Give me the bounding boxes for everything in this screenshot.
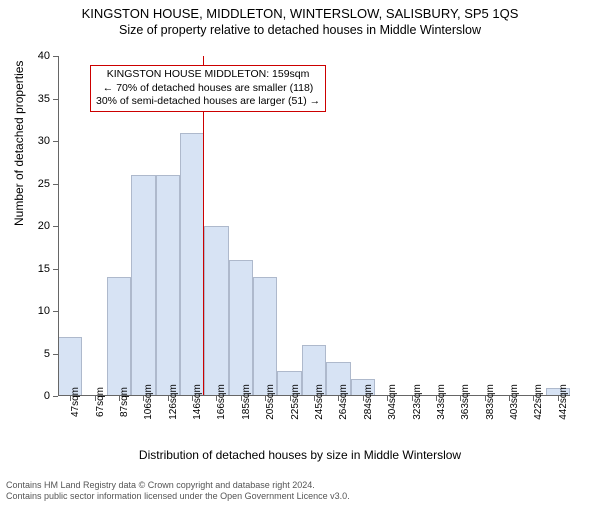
bar bbox=[180, 133, 204, 397]
chart-title-main: KINGSTON HOUSE, MIDDLETON, WINTERSLOW, S… bbox=[0, 6, 600, 21]
annotation-line2: ← 70% of detached houses are smaller (11… bbox=[96, 82, 320, 96]
xtick-label: 205sqm bbox=[265, 384, 276, 420]
xtick-label: 87sqm bbox=[119, 387, 130, 417]
xtick-label: 264sqm bbox=[338, 384, 349, 420]
plot-area: KINGSTON HOUSE MIDDLETON: 159sqm ← 70% o… bbox=[58, 56, 570, 396]
bar bbox=[107, 277, 131, 396]
xtick-label: 422sqm bbox=[533, 384, 544, 420]
footer-attribution: Contains HM Land Registry data © Crown c… bbox=[6, 480, 350, 503]
annotation-line1: KINGSTON HOUSE MIDDLETON: 159sqm bbox=[96, 68, 320, 82]
y-axis-label: Number of detached properties bbox=[12, 61, 26, 226]
y-axis bbox=[58, 56, 59, 396]
xtick-label: 67sqm bbox=[95, 387, 106, 417]
chart-title-sub: Size of property relative to detached ho… bbox=[0, 23, 600, 37]
xtick-label: 323sqm bbox=[412, 384, 423, 420]
xtick-label: 47sqm bbox=[70, 387, 81, 417]
bar bbox=[204, 226, 228, 396]
xtick-label: 442sqm bbox=[558, 384, 569, 420]
xtick-label: 363sqm bbox=[460, 384, 471, 420]
ytick-label: 0 bbox=[20, 390, 58, 402]
footer-line1: Contains HM Land Registry data © Crown c… bbox=[6, 480, 350, 491]
xtick-label: 146sqm bbox=[192, 384, 203, 420]
annotation-line3: 30% of semi-detached houses are larger (… bbox=[96, 95, 320, 109]
xtick-label: 284sqm bbox=[363, 384, 374, 420]
bar bbox=[253, 277, 277, 396]
bar bbox=[131, 175, 155, 396]
xtick-label: 245sqm bbox=[314, 384, 325, 420]
xtick-label: 106sqm bbox=[143, 384, 154, 420]
xtick-label: 126sqm bbox=[168, 384, 179, 420]
xtick-label: 225sqm bbox=[290, 384, 301, 420]
x-axis-label: Distribution of detached houses by size … bbox=[0, 448, 600, 462]
bar bbox=[229, 260, 253, 396]
xtick-label: 304sqm bbox=[387, 384, 398, 420]
ytick-label: 10 bbox=[20, 305, 58, 317]
xtick-label: 343sqm bbox=[436, 384, 447, 420]
ytick-label: 15 bbox=[20, 263, 58, 275]
ytick-label: 5 bbox=[20, 348, 58, 360]
xtick-label: 166sqm bbox=[216, 384, 227, 420]
xtick-label: 383sqm bbox=[485, 384, 496, 420]
annotation-box: KINGSTON HOUSE MIDDLETON: 159sqm ← 70% o… bbox=[90, 65, 326, 112]
footer-line2: Contains public sector information licen… bbox=[6, 491, 350, 502]
xtick-label: 185sqm bbox=[241, 384, 252, 420]
xtick-label: 403sqm bbox=[509, 384, 520, 420]
bar bbox=[156, 175, 180, 396]
